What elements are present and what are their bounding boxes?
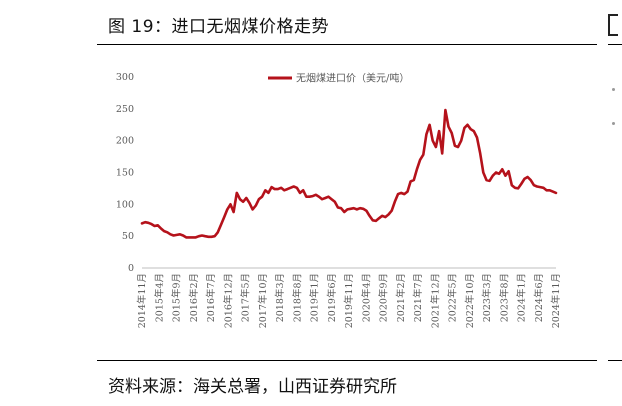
x-tick-label: 2021年7月 — [412, 273, 424, 322]
x-tick-label: 2015年4月 — [153, 273, 165, 322]
x-tick-label: 2014年11月 — [136, 273, 148, 328]
adjacent-chart-dot — [612, 122, 615, 125]
y-tick-label: 100 — [116, 199, 134, 210]
source-note: 资料来源：海关总署，山西证券研究所 — [108, 377, 397, 397]
x-tick-label: 2020年9月 — [378, 273, 390, 322]
x-tick-label: 2016年7月 — [205, 273, 217, 322]
x-tick-label: 2023年8月 — [498, 273, 510, 322]
x-tick-label: 2017年10月 — [257, 273, 269, 328]
x-tick-label: 2016年12月 — [222, 273, 234, 328]
x-tick-label: 2023年3月 — [481, 273, 493, 322]
x-tick-label: 2019年1月 — [309, 273, 321, 322]
x-tick-label: 2021年2月 — [395, 273, 407, 322]
y-tick-label: 300 — [116, 72, 134, 83]
x-tick-label: 2024年1月 — [516, 273, 528, 322]
y-tick-label: 0 — [128, 263, 134, 274]
x-tick-label: 2019年11月 — [343, 273, 355, 328]
x-tick-label: 2018年3月 — [274, 273, 286, 322]
bottom-divider — [97, 360, 597, 361]
x-tick-label: 2022年10月 — [464, 273, 476, 328]
figure-title: 图 19：进口无烟煤价格走势 — [108, 17, 330, 37]
adjacent-top-divider — [608, 44, 622, 45]
x-tick-label: 2021年12月 — [429, 273, 441, 328]
x-tick-label: 2022年5月 — [447, 273, 459, 322]
y-axis: 0 50 100 150 200 250 300 — [116, 72, 134, 274]
series-group — [140, 108, 558, 239]
top-divider — [97, 44, 597, 45]
series-line — [140, 108, 558, 239]
adjacent-chart-dot — [612, 88, 615, 91]
x-tick-label: 2017年5月 — [240, 273, 252, 322]
x-tick-label: 2018年8月 — [291, 273, 303, 322]
y-tick-label: 150 — [116, 168, 134, 179]
x-tick-label: 2015年9月 — [171, 273, 183, 322]
x-axis: 2014年11月 2015年4月 2015年9月 2016年2月 2016年7月 2016… — [136, 267, 562, 328]
legend: 无烟煤进口价（美元/吨） — [268, 72, 409, 85]
x-tick-label: 2024年11月 — [550, 273, 562, 328]
x-tick-label: 2024年6月 — [533, 273, 545, 322]
adjacent-bottom-divider — [608, 360, 622, 361]
x-tick-label: 2019年6月 — [326, 273, 338, 322]
x-tick-label: 2016年2月 — [188, 273, 200, 322]
x-tick-label: 2020年4月 — [360, 273, 372, 322]
y-tick-label: 50 — [122, 231, 134, 242]
legend-label: 无烟煤进口价（美元/吨） — [296, 72, 409, 85]
y-tick-label: 250 — [116, 104, 134, 115]
y-tick-label: 200 — [116, 136, 134, 147]
adjacent-figure-marker — [608, 14, 618, 36]
